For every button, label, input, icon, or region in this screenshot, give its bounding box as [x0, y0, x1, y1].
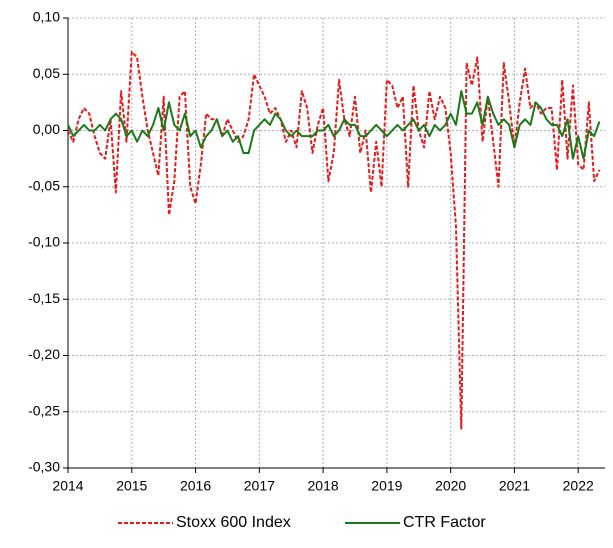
- y-tick-label: -0,20: [28, 346, 60, 362]
- x-tick-label: 2020: [435, 478, 466, 494]
- y-tick-label: 0,00: [33, 121, 60, 137]
- x-tick-label: 2014: [52, 478, 83, 494]
- y-tick-label: 0,10: [33, 9, 60, 25]
- y-tick-label: -0,15: [28, 290, 60, 306]
- y-tick-label: 0,05: [33, 65, 60, 81]
- y-tick-label: -0,30: [28, 459, 60, 475]
- series-line: [67, 90, 601, 160]
- x-tick-label: 2018: [308, 478, 339, 494]
- x-tick-label: 2016: [180, 478, 211, 494]
- x-tick-label: 2021: [499, 478, 530, 494]
- x-tick-label: 2019: [371, 478, 402, 494]
- series-line: [67, 50, 601, 430]
- y-tick-label: -0,10: [28, 234, 60, 250]
- x-tick-label: 2022: [563, 478, 594, 494]
- y-tick-label: -0,05: [28, 177, 60, 193]
- legend-label: CTR Factor: [403, 514, 486, 531]
- x-tick-label: 2017: [244, 478, 275, 494]
- legend-label: Stoxx 600 Index: [176, 514, 291, 531]
- y-tick-label: -0,25: [28, 402, 60, 418]
- x-tick-label: 2015: [116, 478, 147, 494]
